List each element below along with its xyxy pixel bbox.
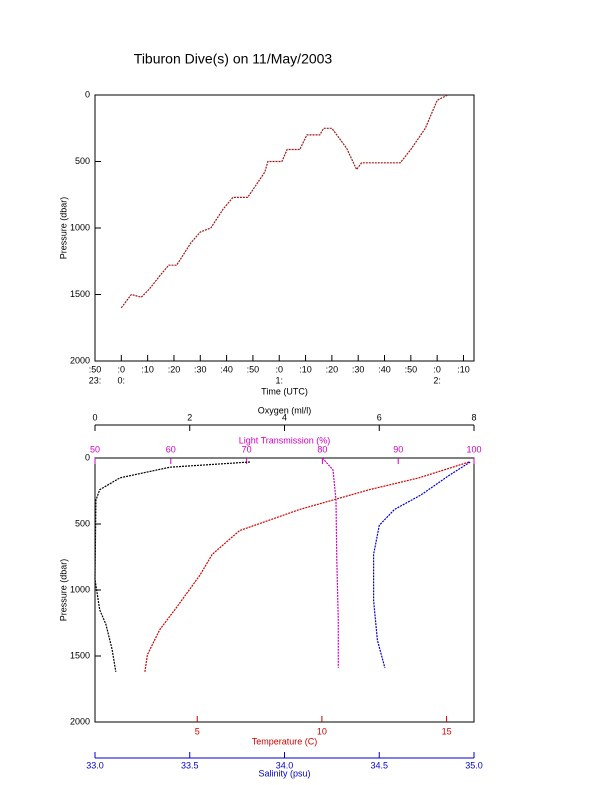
x-tick-label: 50 (90, 444, 100, 454)
x-tick-hour: 1: (275, 375, 283, 385)
x-tick-label: :50 (247, 364, 260, 374)
x-tick-label: 33.5 (181, 760, 199, 770)
x-tick-hour: 23: (89, 375, 102, 385)
x-tick-label: 8 (471, 412, 476, 422)
y-tick-label: 1000 (70, 222, 90, 232)
x-tick-hour: 0: (118, 375, 126, 385)
chart-title: Tiburon Dive(s) on 11/May/2003 (134, 51, 333, 67)
x-tick-label: 34.5 (370, 760, 388, 770)
x-tick-label: :10 (141, 364, 154, 374)
x-tick-label: 90 (393, 444, 403, 454)
data-line (144, 461, 470, 672)
y-axis-label: Pressure (dbar) (58, 197, 68, 260)
x-tick-label: 60 (166, 444, 176, 454)
x-tick-label: :30 (194, 364, 207, 374)
x-tick-label: 6 (377, 412, 382, 422)
y-tick-label: 1500 (70, 650, 90, 660)
y-tick-label: 0 (85, 452, 90, 462)
x-tick-label: 80 (317, 444, 327, 454)
x-tick-label: 100 (466, 444, 481, 454)
x-tick-label: :10 (457, 364, 470, 374)
y-tick-label: 500 (75, 518, 90, 528)
x-tick-label: 4 (282, 412, 287, 422)
x-tick-label: 2 (187, 412, 192, 422)
x-tick-label: :20 (326, 364, 339, 374)
y-axis-label: Pressure (dbar) (58, 559, 68, 622)
x-tick-label: 34.0 (276, 760, 294, 770)
x-tick-label: :0 (433, 364, 441, 374)
x-tick-label: 5 (195, 726, 200, 736)
x-tick-label: :0 (275, 364, 283, 374)
x-axis-label: Temperature (C) (252, 736, 318, 746)
x-tick-label: :0 (118, 364, 126, 374)
x-axis-label: Oxygen (ml/l) (258, 405, 312, 415)
x-tick-label: :30 (352, 364, 365, 374)
plot-frame (94, 94, 475, 362)
data-line (120, 94, 448, 309)
data-line (94, 461, 250, 672)
x-tick-label: :50 (405, 364, 418, 374)
x-tick-label: 35.0 (465, 760, 483, 770)
data-line (321, 457, 339, 668)
x-tick-label: :40 (220, 364, 233, 374)
y-tick-label: 1000 (70, 584, 90, 594)
x-tick-label: 10 (317, 726, 327, 736)
x-tick-label: :50 (89, 364, 102, 374)
x-axis-label: Salinity (psu) (258, 768, 310, 778)
x-tick-label: :10 (299, 364, 312, 374)
y-tick-label: 500 (75, 156, 90, 166)
x-tick-hour: 2: (433, 375, 441, 385)
data-line (373, 461, 471, 669)
y-tick-label: 2000 (70, 716, 90, 726)
x-tick-label: :40 (378, 364, 391, 374)
y-tick-label: 2000 (70, 355, 90, 365)
x-axis-label: Light Transmission (%) (239, 435, 331, 445)
x-tick-label: 15 (442, 726, 452, 736)
x-tick-label: 0 (92, 412, 97, 422)
x-tick-label: 33.0 (86, 760, 104, 770)
x-tick-label: 70 (242, 444, 252, 454)
y-tick-label: 0 (85, 89, 90, 99)
y-tick-label: 1500 (70, 289, 90, 299)
x-tick-label: :20 (168, 364, 181, 374)
x-axis-label: Time (UTC) (261, 386, 308, 396)
